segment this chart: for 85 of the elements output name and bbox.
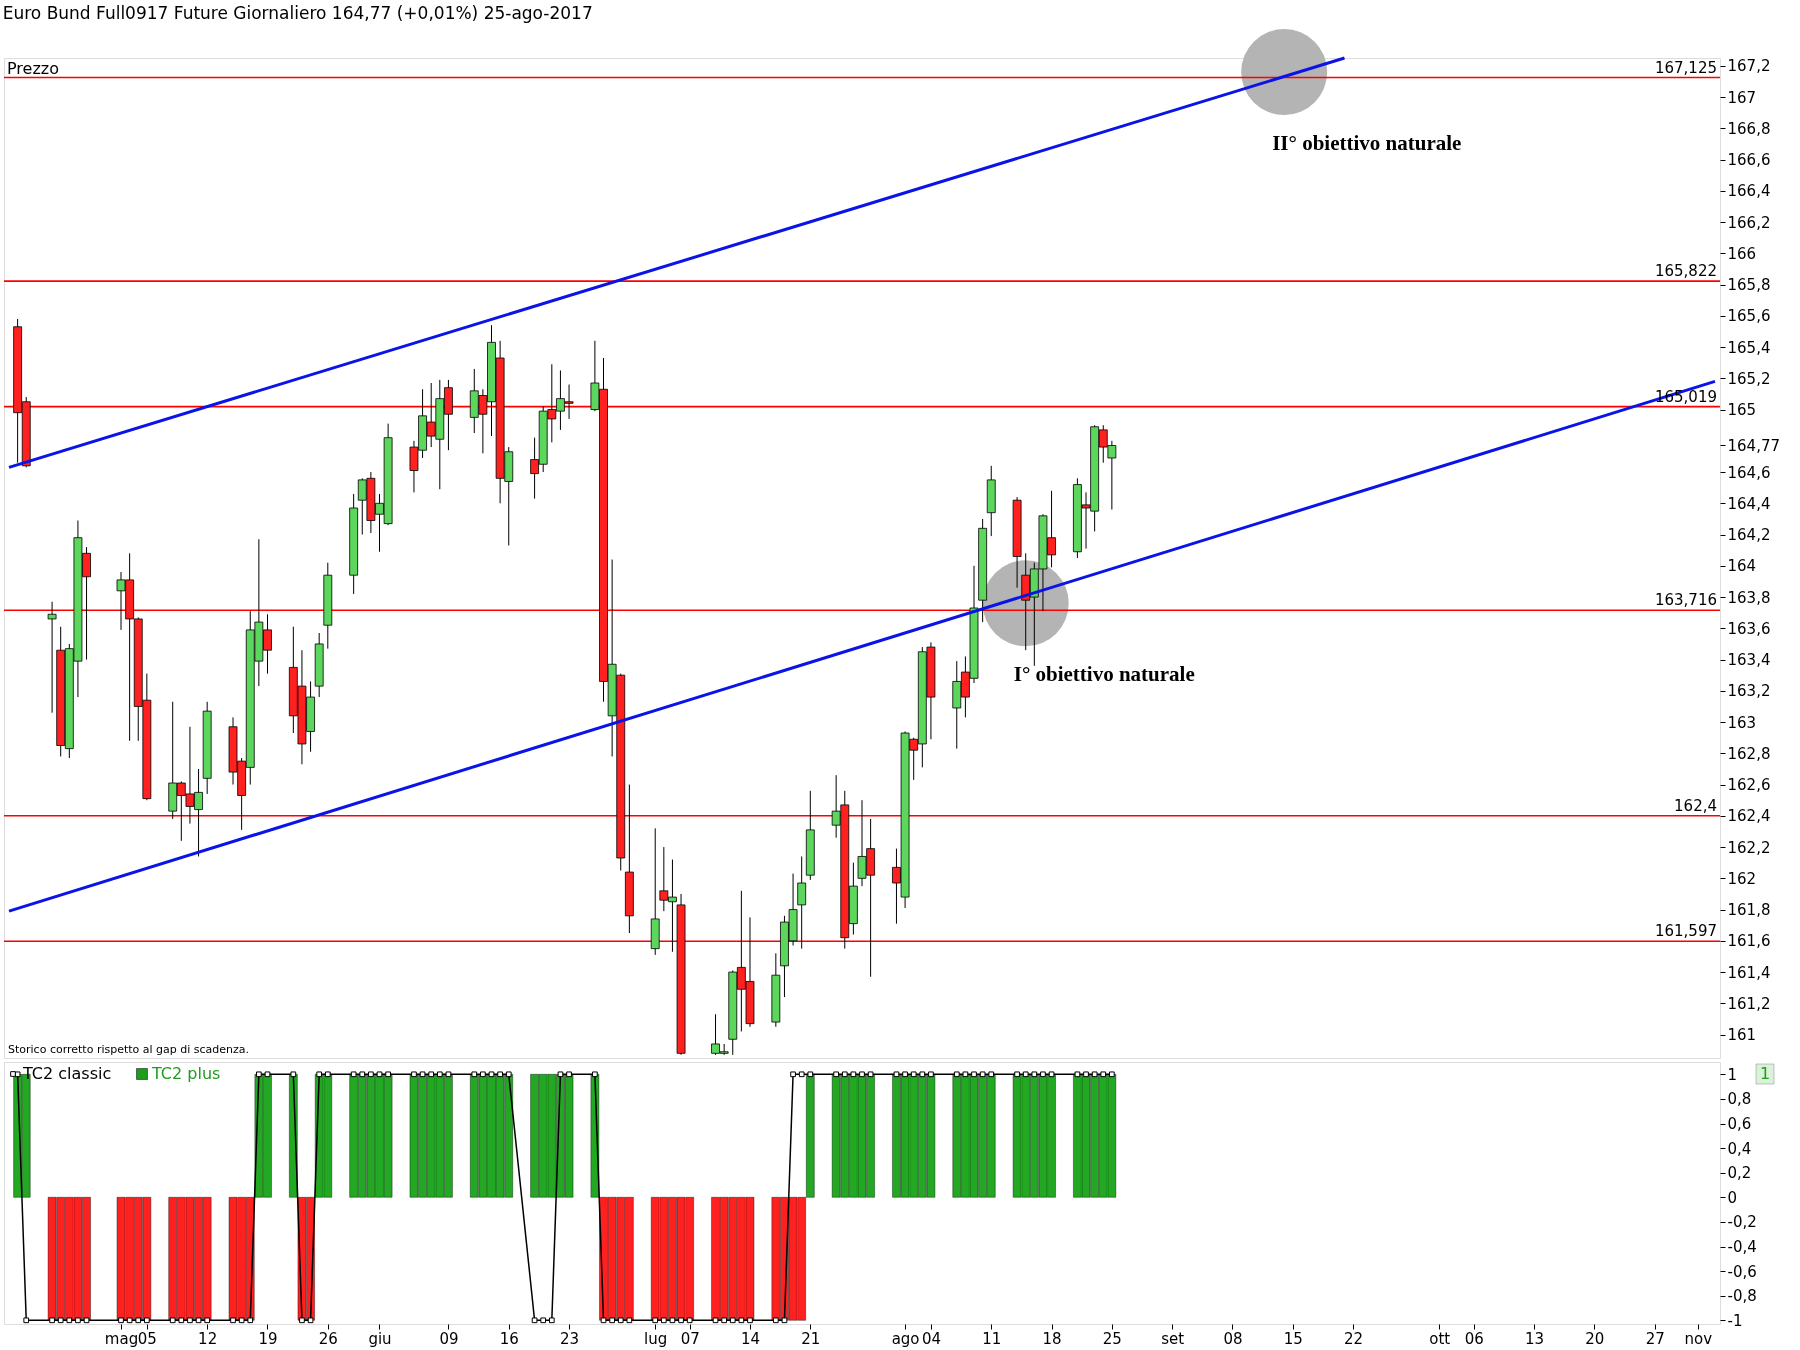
y-tick-label: 0 (1727, 1188, 1738, 1207)
y-tick-label: 162 (1727, 869, 1757, 888)
y-tick-label: 167,2 (1727, 57, 1771, 76)
y-axis-title: Prezzo (7, 59, 60, 78)
x-tick-label: 21 (801, 1329, 821, 1348)
ref-line-label: 161,597 (1654, 922, 1717, 941)
y-tick-label: -1 (1727, 1311, 1743, 1330)
ref-line-label: 165,822 (1654, 262, 1717, 281)
legend-label: TC2 plus (151, 1064, 221, 1083)
y-tick-label: 166 (1727, 244, 1757, 263)
y-tick-label: 162,4 (1727, 807, 1771, 826)
y-tick-label: 165,8 (1727, 276, 1771, 295)
x-tick-label: giu (368, 1329, 392, 1348)
x-tick-label: 13 (1525, 1329, 1545, 1348)
y-tick-label: 163,6 (1727, 619, 1771, 638)
x-tick-label: 26 (318, 1329, 338, 1348)
x-tick-label: nov (1684, 1329, 1713, 1348)
x-tick-label: set (1161, 1329, 1185, 1348)
y-tick-label: 165,6 (1727, 307, 1771, 326)
y-tick-label: -0,2 (1727, 1213, 1757, 1232)
y-tick-label: 1 (1727, 1065, 1738, 1084)
ref-line-label: 163,716 (1654, 591, 1717, 610)
x-tick-label: lug (644, 1329, 668, 1348)
x-tick-label: 11 (982, 1329, 1002, 1348)
y-tick-label: 163 (1727, 713, 1757, 732)
y-tick-label: 164,2 (1727, 526, 1771, 545)
x-tick-label: 18 (1042, 1329, 1062, 1348)
y-tick-label: 0,6 (1727, 1115, 1752, 1133)
x-tick-label: ott (1429, 1329, 1451, 1348)
y-tick-label: 163,8 (1727, 588, 1771, 607)
x-tick-label: 12 (198, 1329, 218, 1348)
x-tick-label: 09 (439, 1329, 459, 1348)
y-tick-label: 161,2 (1727, 994, 1771, 1013)
candlestick (797, 855, 807, 950)
x-tick-label: 14 (740, 1329, 761, 1348)
annotation: Storico corretto rispetto al gap di scadenza. (8, 1043, 250, 1056)
legend-label: TC2 classic (22, 1064, 112, 1083)
x-tick-label: 20 (1585, 1329, 1605, 1348)
y-tick-label: -0,4 (1727, 1238, 1757, 1257)
y-tick-label: 166,4 (1727, 182, 1771, 201)
y-tick-label: 162,8 (1727, 744, 1771, 763)
y-tick-label: 165,4 (1727, 338, 1771, 357)
y-tick-label: 165,2 (1727, 369, 1771, 388)
y-tick-label: 166,2 (1727, 213, 1771, 232)
x-tick-label: 23 (560, 1329, 580, 1348)
x-tick-label: 15 (1283, 1329, 1303, 1348)
y-tick-label: 162,2 (1727, 838, 1771, 857)
y-tick-label: 161 (1727, 1026, 1757, 1045)
x-tick-label: 16 (499, 1329, 519, 1348)
y-tick-label: 165 (1727, 401, 1757, 420)
y-tick-label: 166,8 (1727, 119, 1771, 138)
annotation: I° obiettivo naturale (1013, 662, 1195, 687)
y-tick-label: -0,6 (1727, 1262, 1757, 1281)
x-tick-label: 05 (137, 1329, 157, 1348)
y-tick-label: 161,4 (1727, 963, 1771, 982)
candlestick (47, 601, 57, 714)
x-tick-label: 08 (1223, 1329, 1243, 1348)
x-tick-label: 27 (1645, 1329, 1665, 1348)
y-tick-label: 166,6 (1727, 151, 1771, 170)
y-tick-label: 163,4 (1727, 651, 1771, 670)
y-tick-label: 164,4 (1727, 494, 1771, 513)
y-tick-label: 163,2 (1727, 682, 1771, 701)
y-tick-label: 0,2 (1727, 1164, 1752, 1183)
y-tick-label: 161,8 (1727, 901, 1771, 920)
x-tick-label: 07 (680, 1329, 700, 1348)
x-tick-label: ago (891, 1329, 920, 1348)
y-tick-label: 0,8 (1727, 1090, 1752, 1109)
y-tick-label: 167 (1727, 88, 1757, 107)
y-tick-label: 161,6 (1727, 932, 1771, 951)
y-tick-label: 162,6 (1727, 776, 1771, 795)
y-tick-label: -0,8 (1727, 1287, 1757, 1306)
x-tick-label: 22 (1344, 1329, 1364, 1348)
y-tick-label: 164,6 (1727, 463, 1771, 482)
x-tick-label: 06 (1464, 1329, 1484, 1348)
ref-line-label: 167,125 (1654, 58, 1717, 77)
annotation: II° obiettivo naturale (1272, 131, 1462, 156)
chart-title: Euro Bund Full0917 Future Giornaliero 164,77 (+0,01%) 25-ago-2017 (2, 2, 593, 23)
x-tick-label: 25 (1102, 1329, 1122, 1348)
x-tick-label: 19 (258, 1329, 278, 1348)
y-tick-label: 0,4 (1727, 1139, 1752, 1158)
x-tick-label: 04 (921, 1329, 941, 1348)
x-tick-label: mag (104, 1329, 139, 1348)
ref-line-label: 162,4 (1674, 796, 1717, 815)
y-tick-label: 164 (1727, 557, 1757, 576)
y-tick-label: 164,77 (1727, 437, 1780, 455)
